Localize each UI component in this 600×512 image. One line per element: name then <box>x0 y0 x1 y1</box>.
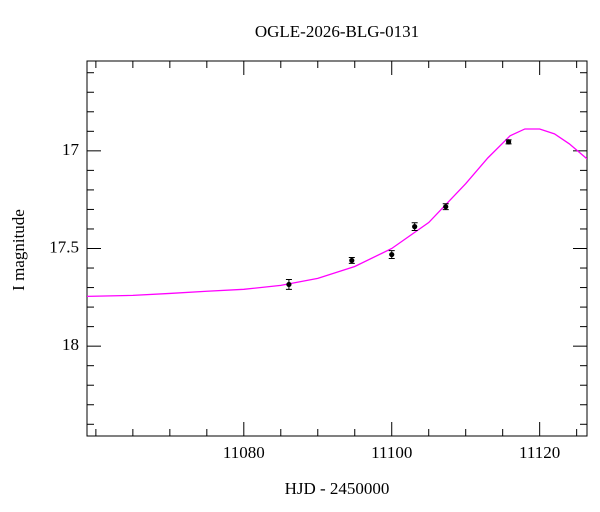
data-point <box>443 204 449 210</box>
y-tick-label: 17.5 <box>49 237 79 256</box>
data-point <box>412 224 418 230</box>
y-tick-label: 18 <box>62 335 79 354</box>
data-point <box>505 139 512 145</box>
plot-frame <box>86 60 588 437</box>
data-point <box>389 251 395 258</box>
data-point <box>286 281 292 288</box>
x-axis-label: HJD - 2450000 <box>285 479 390 498</box>
x-tick-label: 11100 <box>371 443 412 462</box>
y-tick-label: 17 <box>62 140 80 159</box>
model-curve <box>87 128 587 298</box>
x-tick-label: 11120 <box>519 443 560 462</box>
y-axis-label: I magnitude <box>9 209 28 291</box>
data-point <box>349 257 355 264</box>
chart-title: OGLE-2026-BLG-0131 <box>255 22 419 41</box>
x-tick-label: 11080 <box>223 443 265 462</box>
